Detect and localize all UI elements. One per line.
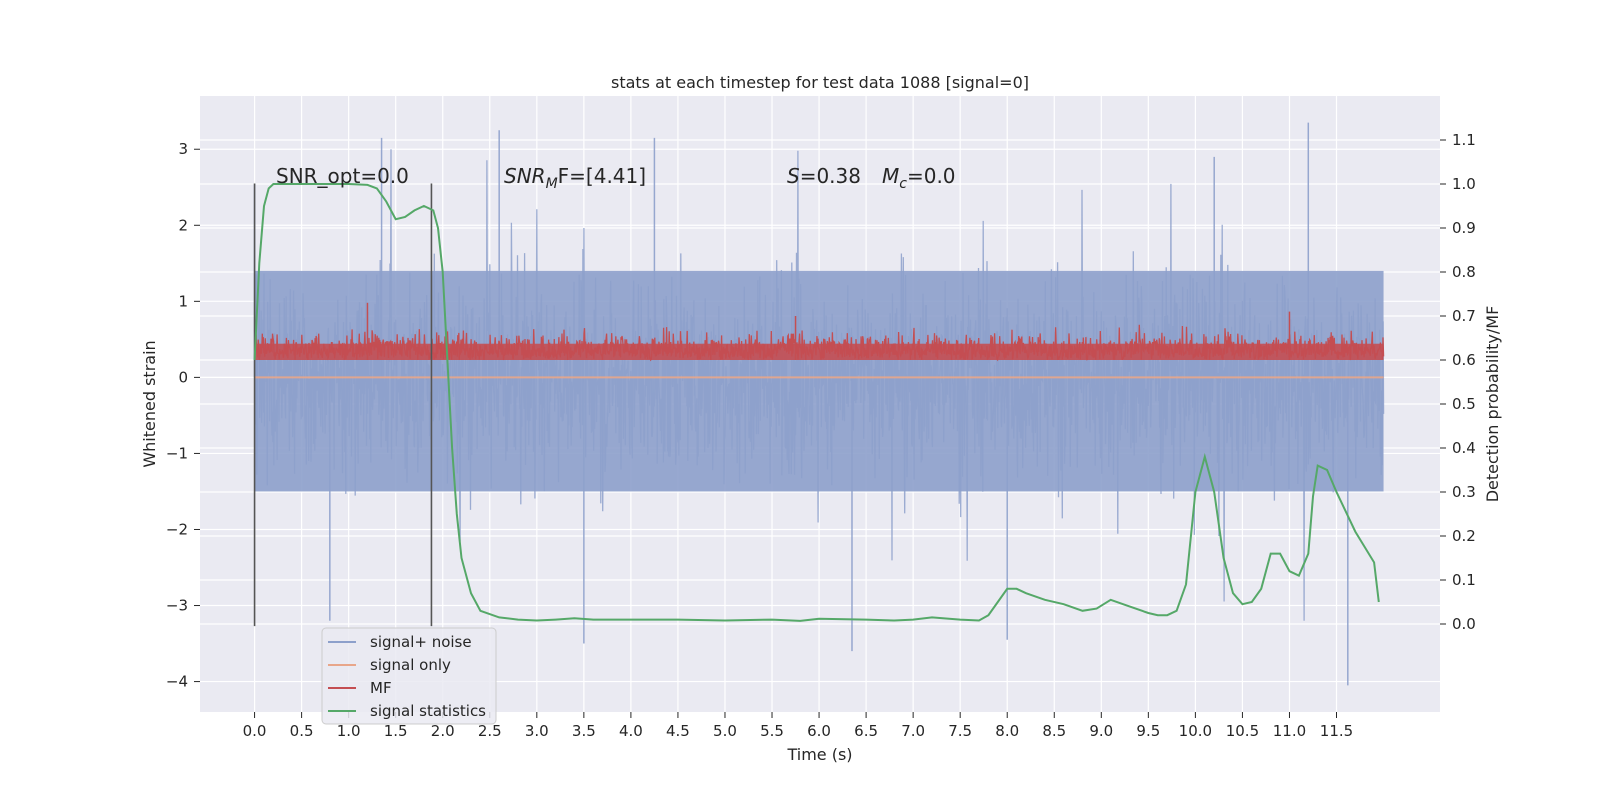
signal-noise-core xyxy=(254,270,1384,492)
x-tick-label: 11.0 xyxy=(1273,722,1306,740)
x-tick-label: 0.0 xyxy=(243,722,267,740)
annotation-snr-opt: SNR_opt=0.0 xyxy=(276,164,409,188)
annotation-snr-mf-rest: F=[4.41] xyxy=(558,164,646,188)
y-tick-label: −3 xyxy=(166,597,188,615)
x-tick-label: 3.0 xyxy=(525,722,549,740)
x-tick-label: 4.0 xyxy=(619,722,643,740)
y-right-tick-label: 0.9 xyxy=(1452,219,1476,237)
legend-label: signal statistics xyxy=(370,702,486,720)
annotation-mc: Mc=0.0 xyxy=(882,164,956,192)
y-tick-label: 3 xyxy=(178,140,188,158)
x-tick-label: 6.5 xyxy=(854,722,878,740)
annotation-snr-mf-main: SNR xyxy=(504,164,546,188)
plot-series xyxy=(253,122,1385,686)
x-tick-label: 8.0 xyxy=(995,722,1019,740)
x-tick-label: 10.5 xyxy=(1226,722,1259,740)
y-right-tick-label: 1.1 xyxy=(1452,131,1476,149)
legend-box xyxy=(321,627,497,725)
y-axis-right-label: Detection probability/MF xyxy=(1483,306,1502,503)
annotation-mc-main: M xyxy=(882,164,899,188)
x-tick-label: 11.5 xyxy=(1320,722,1353,740)
y-right-tick-label: 0.2 xyxy=(1452,527,1476,545)
y-right-tick-label: 0.7 xyxy=(1452,307,1476,325)
y-axis-label: Whitened strain xyxy=(140,340,159,467)
y-right-tick-label: 0.8 xyxy=(1452,263,1476,281)
y-right-tick-label: 0.6 xyxy=(1452,351,1476,369)
legend-label: signal only xyxy=(370,656,451,674)
axes: 0.0 0.5 1.0 1.5 2.0 2.5 3.0 3.5 4.0 4.5 5.0 5.5 6.0 6… xyxy=(166,131,1476,740)
x-tick-label: 1.5 xyxy=(384,722,408,740)
series-signal-statistics xyxy=(253,183,1380,622)
x-tick-label: 4.5 xyxy=(666,722,690,740)
x-tick-label: 1.0 xyxy=(337,722,361,740)
y-right-tick-label: 0.5 xyxy=(1452,395,1476,413)
x-axis-label: Time (s) xyxy=(786,745,852,764)
annotation-snr-mf: SNRMF=[4.41] xyxy=(504,164,646,192)
annotation-snr-mf-sub: M xyxy=(546,176,558,192)
annotation-s-rest: =0.38 xyxy=(800,164,861,188)
annotation-mc-rest: =0.0 xyxy=(907,164,956,188)
y-right-tick-label: 0.1 xyxy=(1452,571,1476,589)
y-tick-label: −1 xyxy=(166,444,188,462)
y-tick-label: 2 xyxy=(178,216,188,234)
x-tick-label: 8.5 xyxy=(1042,722,1066,740)
x-tick-label: 2.0 xyxy=(431,722,455,740)
x-tick-label: 10.0 xyxy=(1179,722,1212,740)
x-tick-label: 9.5 xyxy=(1136,722,1160,740)
y-right-tick-label: 0.3 xyxy=(1452,483,1476,501)
chart-title: stats at each timestep for test data 108… xyxy=(611,73,1029,92)
annotation-s: S=0.38 xyxy=(787,164,861,188)
annotations: SNR_opt=0.0 SNRMF=[4.41] S=0.38 Mc=0.0 xyxy=(276,164,956,192)
x-tick-label: 7.0 xyxy=(901,722,925,740)
mf-core xyxy=(254,343,1384,360)
x-tick-label: 7.5 xyxy=(948,722,972,740)
x-tick-label: 9.0 xyxy=(1089,722,1113,740)
annotation-s-main: S xyxy=(787,164,800,188)
annotation-mc-sub: c xyxy=(899,176,907,192)
y-tick-label: −2 xyxy=(166,520,188,538)
x-tick-label: 5.5 xyxy=(760,722,784,740)
x-tick-label: 5.0 xyxy=(713,722,737,740)
y-tick-label: −4 xyxy=(166,673,188,691)
y-right-tick-label: 0.4 xyxy=(1452,439,1476,457)
x-tick-label: 6.0 xyxy=(807,722,831,740)
legend-label: signal+ noise xyxy=(370,633,472,651)
x-tick-label: 0.5 xyxy=(290,722,314,740)
y-right-tick-label: 0.0 xyxy=(1452,615,1476,633)
y-right-tick-label: 1.0 xyxy=(1452,175,1476,193)
x-tick-label: 3.5 xyxy=(572,722,596,740)
legend: signal+ noise signal only MF signal statist… xyxy=(321,627,497,725)
x-tick-label: 2.5 xyxy=(478,722,502,740)
y-tick-label: 1 xyxy=(178,292,188,310)
y-tick-label: 0 xyxy=(178,368,188,386)
legend-label: MF xyxy=(370,679,392,697)
